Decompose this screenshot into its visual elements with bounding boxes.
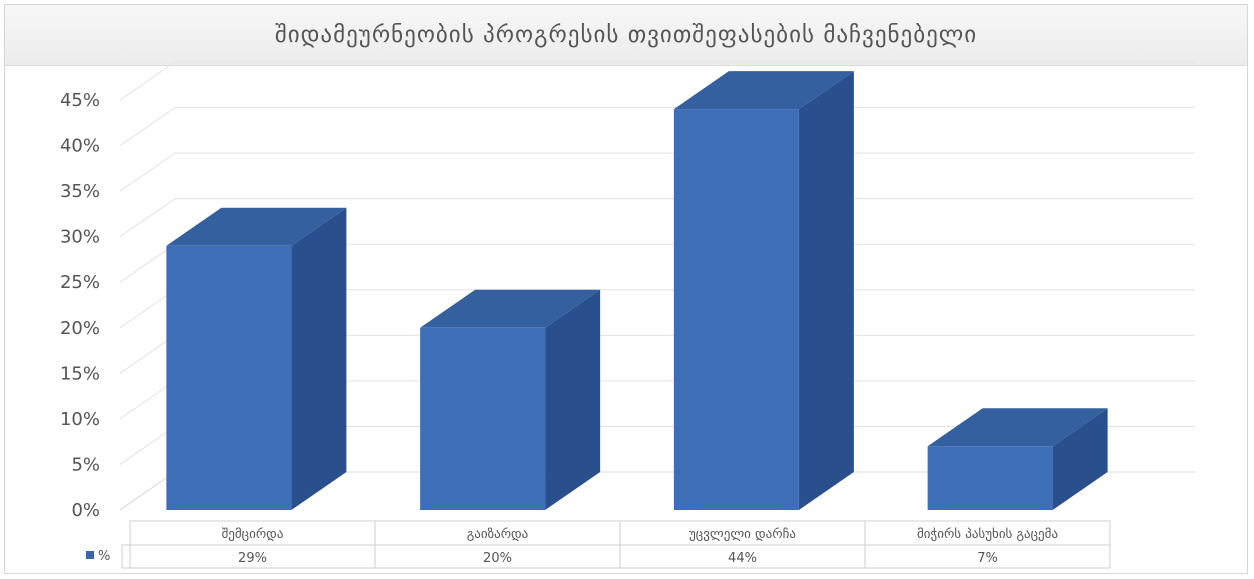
bar-front <box>166 245 292 510</box>
legend-series-name: % <box>98 549 110 564</box>
gridline-side <box>119 289 176 329</box>
gridline-side <box>119 334 176 374</box>
y-tick-label: 30% <box>60 227 100 248</box>
bar-front <box>927 446 1053 510</box>
gridline-side <box>119 107 176 146</box>
x-category-label: შემცირდა <box>222 527 284 542</box>
gridline-side <box>119 198 176 238</box>
bar <box>420 289 601 510</box>
bar-side <box>1052 408 1108 510</box>
y-tick-label: 15% <box>60 363 100 384</box>
gridline-side <box>119 380 176 420</box>
bar-top <box>166 207 347 246</box>
y-tick-label: 10% <box>60 409 100 430</box>
x-category-label: გაიზარდა <box>467 527 529 542</box>
data-value-label: 20% <box>483 551 512 566</box>
bar-top <box>673 71 854 110</box>
y-tick-label: 20% <box>60 318 100 339</box>
y-tick-label: 40% <box>60 136 100 157</box>
bar-side <box>798 71 854 510</box>
y-tick-label: 35% <box>60 181 100 202</box>
bar-side <box>545 289 601 510</box>
x-category-label: მიჭირს პასუხის გაცემა <box>917 527 1058 542</box>
chart-title: შიდამეურნეობის პროგრესის თვითშეფასების მ… <box>274 22 978 48</box>
y-tick-label: 0% <box>71 500 100 521</box>
gridline-side <box>119 152 176 192</box>
bar-side <box>291 207 347 510</box>
data-table: % შემცირდა 29% გაიზარდა 20% უცვლელი დარჩა 44% მ… <box>86 520 1111 569</box>
chart-title-bar: შიდამეურნეობის პროგრესის თვითშეფასების მ… <box>5 5 1247 66</box>
y-tick-label: 25% <box>60 272 100 293</box>
bar-top <box>420 289 601 328</box>
y-tick-label: 5% <box>71 454 100 475</box>
bar <box>927 408 1108 510</box>
bar <box>166 207 347 510</box>
data-value-label: 7% <box>977 551 998 566</box>
floor-edge <box>119 471 176 511</box>
data-value-label: 44% <box>728 551 757 566</box>
bar <box>673 71 854 510</box>
x-category-label: უცვლელი დარჩა <box>689 527 796 542</box>
gridline-side <box>119 243 176 283</box>
legend-key <box>86 551 94 559</box>
bar-top <box>927 408 1108 447</box>
y-tick-label: 45% <box>60 90 100 111</box>
bar-front <box>420 327 546 510</box>
data-value-label: 29% <box>238 551 267 566</box>
gridline-side <box>119 61 176 101</box>
bar-layer <box>166 71 1108 510</box>
gridline-side <box>119 426 176 465</box>
bar-front <box>673 109 799 510</box>
